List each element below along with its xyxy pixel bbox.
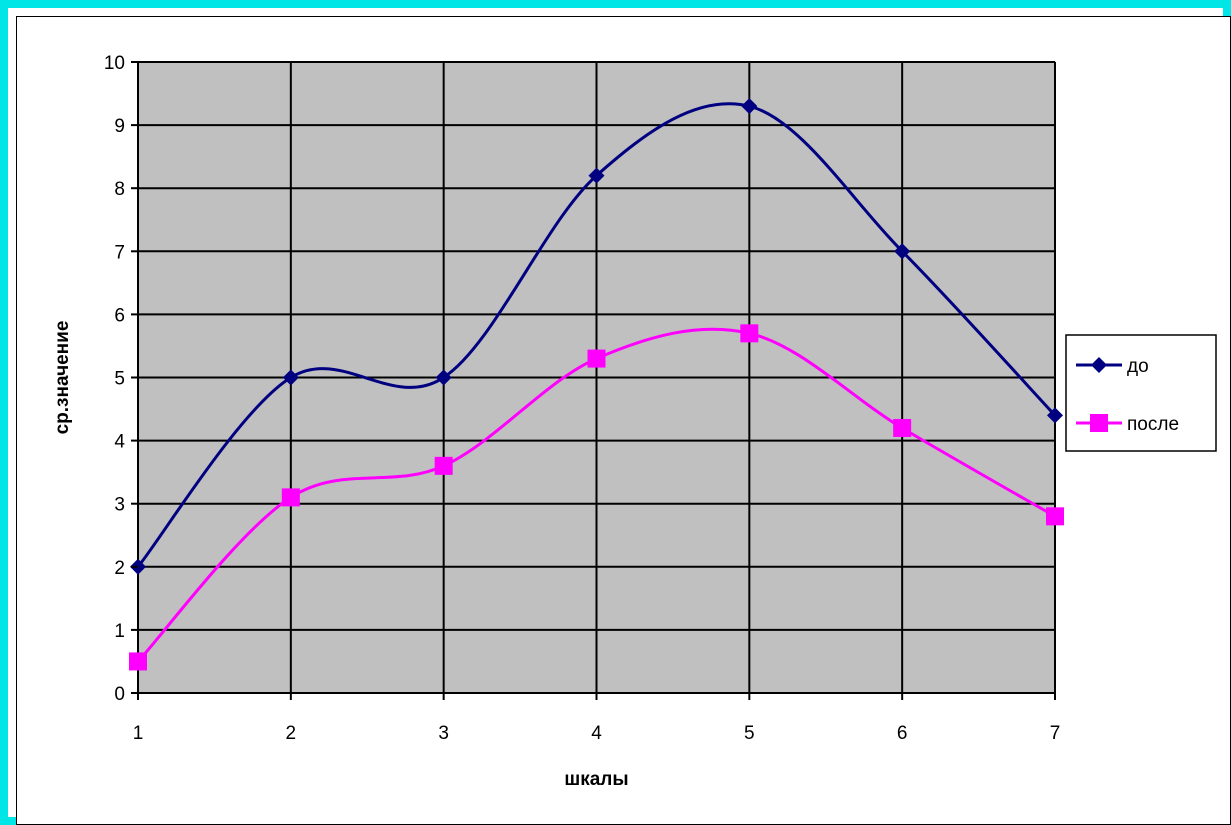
data-point	[741, 98, 758, 115]
x-tick-label: 7	[1050, 723, 1061, 744]
y-tick-label: 2	[114, 558, 125, 579]
x-tick-label: 2	[286, 723, 297, 744]
x-tick-label: 5	[744, 723, 755, 744]
y-tick-label: 9	[114, 116, 125, 137]
legend-label: до	[1127, 356, 1149, 377]
y-tick-label: 3	[114, 495, 125, 516]
legend-item: до	[1076, 356, 1149, 377]
series-2	[129, 324, 1064, 671]
y-tick-label: 10	[104, 53, 125, 74]
legend-item: после	[1076, 414, 1179, 435]
legend-marker	[1090, 414, 1108, 432]
x-tick-label: 1	[133, 723, 144, 744]
data-point	[587, 349, 606, 368]
data-point	[434, 456, 453, 475]
data-point	[435, 369, 452, 386]
y-tick-label: 5	[114, 369, 125, 390]
x-axis-ticks: 1 2 3 4 5 6 7	[133, 693, 1061, 744]
x-tick-label: 3	[438, 723, 449, 744]
legend-label: после	[1127, 414, 1179, 435]
y-tick-label: 0	[114, 684, 125, 705]
data-point	[129, 652, 147, 671]
y-tick-label: 6	[114, 305, 125, 326]
y-tick-label: 7	[114, 242, 125, 263]
series-1	[130, 98, 1063, 575]
series-layer	[129, 98, 1064, 671]
data-point	[588, 167, 605, 184]
y-tick-label: 4	[114, 432, 125, 453]
y-tick-label: 1	[114, 621, 125, 642]
x-tick-label: 4	[591, 723, 602, 744]
y-axis-ticks: 0 1 2 3 4 5 6 7 8 9 10	[104, 53, 138, 705]
x-tick-label: 6	[897, 723, 908, 744]
data-point	[282, 369, 299, 386]
data-point	[893, 418, 912, 437]
x-axis-title: шкалы	[564, 769, 628, 790]
legend: до после	[1065, 334, 1217, 452]
y-axis-title: ср.значение	[52, 321, 73, 435]
y-tick-label: 8	[114, 179, 125, 200]
data-point	[281, 488, 300, 507]
data-point	[1046, 507, 1064, 526]
data-point	[740, 324, 759, 343]
data-point	[1047, 407, 1063, 424]
data-point	[894, 243, 911, 260]
legend-marker	[1091, 357, 1107, 373]
